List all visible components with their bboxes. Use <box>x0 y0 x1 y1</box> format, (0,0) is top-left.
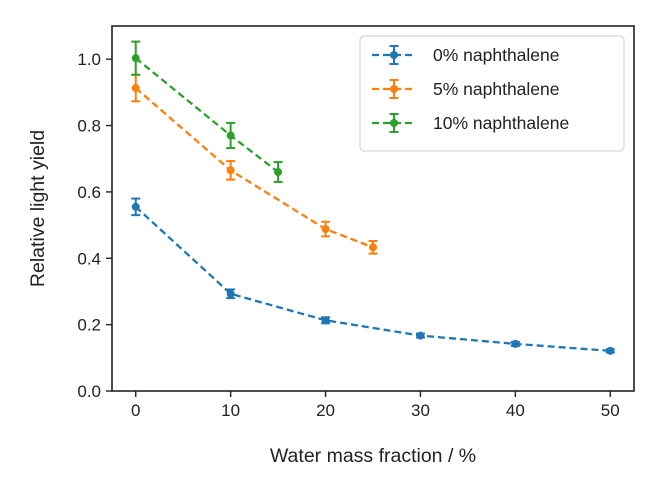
x-tick-label: 10 <box>221 401 240 420</box>
y-tick-label: 0.6 <box>77 183 101 202</box>
x-axis-label: Water mass fraction / % <box>270 445 476 467</box>
data-point <box>416 331 425 340</box>
series-0 <box>131 197 615 355</box>
x-axis-ticks: 0 10 20 30 40 50 <box>131 391 620 420</box>
legend-label: 0% naphthalene <box>433 45 560 65</box>
legend: 0% naphthalene 5% naphthalene 10% naphthal… <box>359 35 625 152</box>
x-tick-label: 30 <box>411 401 430 420</box>
data-point <box>369 243 377 252</box>
data-point <box>226 131 235 140</box>
y-tick-label: 1.0 <box>77 50 101 69</box>
data-point <box>321 316 330 325</box>
y-tick-label: 0.0 <box>77 382 101 401</box>
data-point <box>606 346 615 355</box>
data-point <box>131 84 140 93</box>
x-tick-label: 0 <box>131 401 140 420</box>
y-axis-label: Relative light yield <box>27 130 49 287</box>
y-tick-label: 0.8 <box>77 117 101 136</box>
series-1 <box>131 73 378 255</box>
series-2 <box>131 40 283 183</box>
legend-label: 10% naphthalene <box>433 113 569 133</box>
data-point <box>131 54 140 63</box>
data-point <box>226 289 235 298</box>
data-point <box>321 225 330 234</box>
y-axis-ticks: 0.0 0.2 0.4 0.6 0.8 1.0 <box>77 50 112 401</box>
data-point <box>131 202 140 211</box>
legend-label: 5% naphthalene <box>433 79 560 99</box>
legend-item: 0% naphthalene <box>372 45 560 65</box>
legend-box <box>359 35 625 152</box>
y-tick-label: 0.4 <box>77 249 101 268</box>
series-line <box>135 57 279 173</box>
data-point <box>274 168 283 176</box>
plot-frame <box>111 25 635 392</box>
x-tick-label: 40 <box>506 401 525 420</box>
legend-item: 10% naphthalene <box>372 113 569 133</box>
series-line <box>134 205 611 352</box>
y-tick-label: 0.2 <box>77 316 101 335</box>
x-tick-label: 20 <box>316 401 335 420</box>
series-layer <box>131 40 615 355</box>
legend-item: 5% naphthalene <box>372 79 560 99</box>
data-point <box>511 339 520 348</box>
series-line <box>134 87 374 249</box>
data-point <box>226 166 235 175</box>
x-tick-label: 50 <box>601 401 620 420</box>
